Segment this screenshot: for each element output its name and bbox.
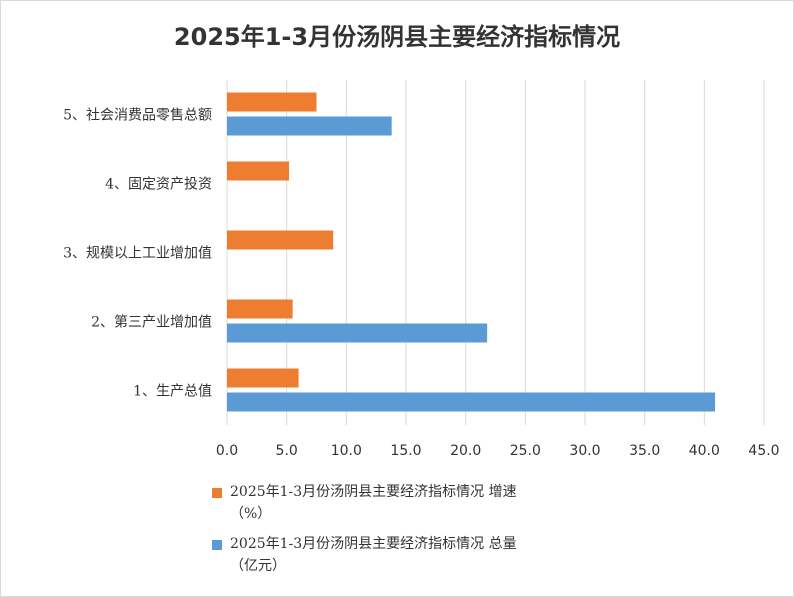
- chart-title: 2025年1-3月份汤阴县主要经济指标情况: [173, 23, 621, 51]
- x-tick-label: 20.0: [450, 443, 481, 459]
- category-label: 4、固定资产投资: [105, 177, 212, 193]
- bars: [227, 92, 716, 412]
- bar-growth: [227, 92, 317, 112]
- legend-swatch-growth: [212, 488, 222, 498]
- x-tick-label: 40.0: [689, 443, 720, 459]
- bar-growth: [227, 368, 299, 388]
- x-tick-label: 25.0: [510, 443, 541, 459]
- legend-unit-total: （亿元）: [230, 558, 286, 574]
- category-label: 1、生产总值: [133, 384, 212, 400]
- x-tick-label: 10.0: [331, 443, 362, 459]
- x-tick-label: 0.0: [216, 443, 238, 459]
- x-tick-label: 35.0: [629, 443, 660, 459]
- x-tick-label: 30.0: [569, 443, 600, 459]
- category-labels: 1、生产总值 2、第三产业增加值 3、规模以上工业增加值 4、固定资产投资 5、社会消费…: [63, 108, 212, 400]
- category-label: 2、第三产业增加值: [91, 314, 212, 331]
- bar-total: [227, 323, 488, 343]
- x-tick-label: 5.0: [276, 443, 298, 459]
- bar-total: [227, 392, 716, 412]
- x-tick-label: 15.0: [390, 443, 421, 459]
- category-label: 5、社会消费品零售总额: [63, 108, 212, 124]
- gridlines: [226, 80, 765, 425]
- bar-growth: [227, 299, 293, 319]
- legend-swatch-total: [212, 540, 222, 550]
- legend-label-growth: 2025年1-3月份汤阴县主要经济指标情况 增速: [230, 484, 517, 500]
- legend-unit-growth: （%）: [230, 506, 272, 522]
- legend-label-total: 2025年1-3月份汤阴县主要经济指标情况 总量: [230, 536, 517, 552]
- bar-total: [227, 116, 392, 136]
- bar-growth: [227, 230, 334, 250]
- bar-growth: [227, 161, 290, 181]
- category-label: 3、规模以上工业增加值: [63, 246, 212, 262]
- x-tick-label: 45.0: [748, 443, 779, 459]
- x-axis-ticks: 0.0 5.0 10.0 15.0 20.0 25.0 30.0 35.0 40.0 45.0: [216, 443, 780, 459]
